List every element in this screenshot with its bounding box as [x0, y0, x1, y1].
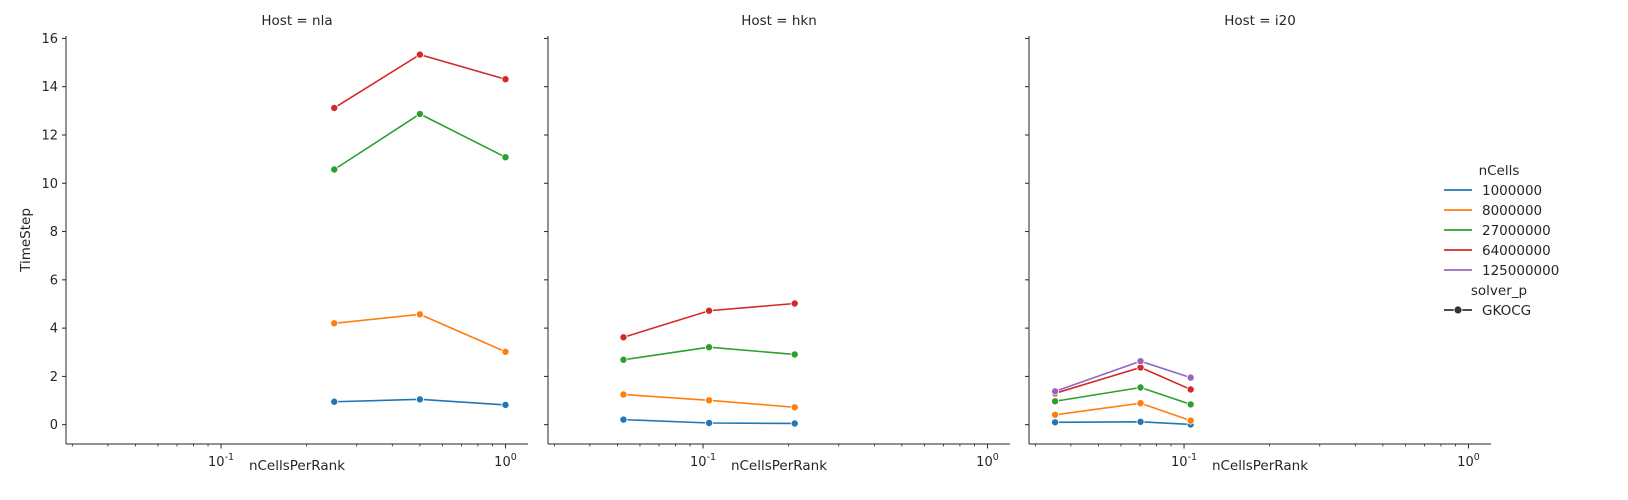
- x-tick-label: 10-1: [1171, 452, 1197, 470]
- x-tick-label: 10-1: [208, 452, 234, 470]
- x-tick-label: 100: [976, 452, 999, 470]
- data-point-125000000: [1186, 373, 1195, 382]
- legend-style-marker: [1453, 305, 1463, 315]
- data-point-27000000: [501, 153, 510, 162]
- y-axis-title: TimeStep: [18, 208, 34, 273]
- series-line-1000000: [1055, 420, 1191, 426]
- legend-label: 125000000: [1482, 263, 1559, 279]
- x-axis-title: nCellsPerRank: [731, 458, 827, 474]
- legend-style-label: GKOCG: [1482, 303, 1531, 319]
- data-point-64000000: [501, 75, 510, 84]
- legend-label: 27000000: [1482, 223, 1551, 239]
- data-point-1000000: [619, 415, 628, 424]
- data-point-8000000: [790, 403, 799, 412]
- data-point-8000000: [415, 310, 424, 319]
- data-point-1000000: [330, 397, 339, 406]
- y-tick-label: 14: [41, 80, 58, 95]
- data-point-125000000: [1136, 357, 1145, 366]
- x-tick-label: 100: [494, 452, 517, 470]
- legend-style-title: solver_p: [1471, 283, 1527, 299]
- data-point-27000000: [705, 343, 714, 352]
- y-tick-label: 2: [50, 370, 58, 385]
- data-point-1000000: [501, 400, 510, 409]
- x-axis-title: nCellsPerRank: [249, 458, 345, 474]
- legend-title: nCells: [1479, 163, 1520, 179]
- series-line-27000000: [1054, 386, 1191, 406]
- data-point-27000000: [1136, 383, 1145, 392]
- data-point-27000000: [619, 355, 628, 364]
- data-point-1000000: [705, 418, 714, 427]
- data-point-8000000: [1186, 416, 1195, 425]
- y-tick-label: 12: [41, 128, 58, 143]
- y-tick-label: 10: [41, 177, 58, 192]
- series-line-8000000: [334, 313, 506, 353]
- x-axis-title: nCellsPerRank: [1212, 458, 1308, 474]
- data-point-27000000: [790, 350, 799, 359]
- legend-label: 1000000: [1482, 183, 1542, 199]
- data-point-64000000: [330, 103, 339, 112]
- data-point-64000000: [790, 299, 799, 308]
- data-point-64000000: [415, 50, 424, 59]
- data-point-8000000: [1051, 410, 1060, 419]
- data-point-8000000: [705, 396, 714, 405]
- x-tick-label: 10-1: [690, 452, 716, 470]
- data-point-1000000: [1051, 418, 1060, 427]
- facet-title: Host = hkn: [741, 13, 817, 29]
- data-point-8000000: [330, 319, 339, 328]
- data-point-64000000: [619, 333, 628, 342]
- data-point-64000000: [1186, 385, 1195, 394]
- data-point-27000000: [1186, 400, 1195, 409]
- data-point-27000000: [330, 165, 339, 174]
- legend-label: 64000000: [1482, 243, 1551, 259]
- facet-title: Host = nla: [261, 13, 332, 29]
- series-line-27000000: [333, 113, 506, 171]
- x-tick-label: 100: [1457, 452, 1480, 470]
- data-point-1000000: [790, 419, 799, 428]
- data-point-1000000: [1136, 417, 1145, 426]
- legend-label: 8000000: [1482, 203, 1542, 219]
- series-line-64000000: [333, 53, 506, 109]
- y-tick-label: 0: [50, 418, 58, 433]
- series-line-8000000: [1054, 402, 1191, 422]
- data-point-27000000: [1051, 397, 1060, 406]
- facet-title: Host = i20: [1224, 13, 1296, 29]
- data-point-8000000: [619, 390, 628, 399]
- y-tick-label: 8: [50, 225, 58, 240]
- data-point-125000000: [1051, 387, 1060, 396]
- data-point-1000000: [415, 395, 424, 404]
- y-tick-label: 6: [50, 273, 58, 288]
- data-point-8000000: [501, 347, 510, 356]
- y-tick-label: 16: [41, 32, 58, 47]
- data-point-8000000: [1136, 399, 1145, 408]
- y-tick-label: 4: [50, 322, 58, 337]
- data-point-64000000: [705, 306, 714, 315]
- data-point-27000000: [415, 109, 424, 118]
